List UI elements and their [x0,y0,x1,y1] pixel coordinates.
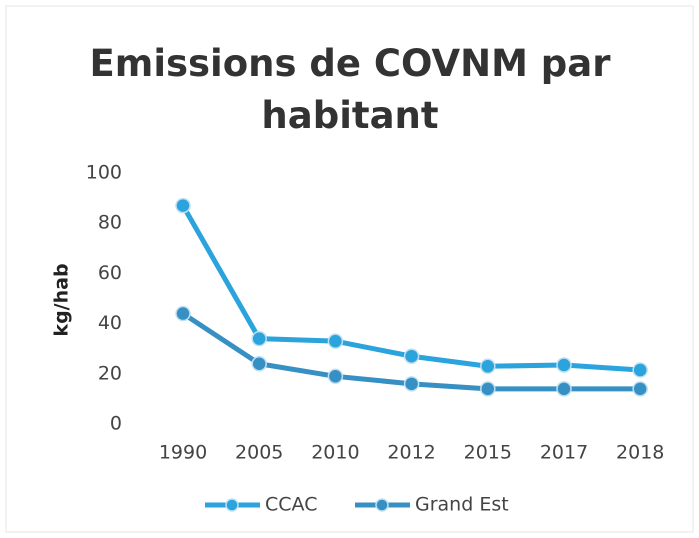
x-tick-label: 2010 [311,442,359,464]
legend-label: CCAC [265,494,317,516]
series-line [180,204,641,373]
point [556,381,572,397]
point [327,333,344,349]
point [251,356,267,372]
point [632,381,648,397]
point [175,305,191,322]
point [251,330,267,347]
point [327,368,344,385]
legend-marker [375,498,389,512]
y-tick-label: 0 [110,413,122,435]
x-tick-label: 2005 [235,442,283,464]
y-axis-label: kg/hab [51,263,73,336]
x-tick-label: 2018 [616,442,664,464]
y-tick-label: 80 [98,212,122,234]
x-tick-label: 2012 [387,442,435,464]
frame [5,5,694,533]
point [403,376,420,392]
y-tick-label: 40 [98,312,122,334]
point [175,197,191,214]
chart-title: Emissions de COVNM par habitant [89,42,611,137]
y-tick-label: 100 [86,162,122,184]
y-tick-label: 60 [98,262,122,284]
x-tick-label: 1990 [159,442,207,464]
point [632,362,648,378]
point [480,358,496,375]
x-tick-label: 2015 [464,442,512,464]
point [403,348,420,364]
legend-label: Grand Est [415,494,509,516]
point [480,381,496,397]
x-tick-label: 2017 [540,442,588,464]
legend-marker [225,498,239,512]
point [556,357,572,373]
y-tick-label: 20 [98,362,122,384]
